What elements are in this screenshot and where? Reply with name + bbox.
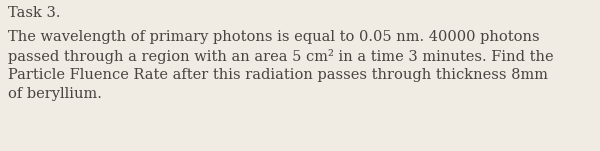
Text: Task 3.: Task 3. — [8, 6, 61, 20]
Text: Particle Fluence Rate after this radiation passes through thickness 8mm: Particle Fluence Rate after this radiati… — [8, 68, 548, 82]
Text: The wavelength of primary photons is equal to 0.05 nm. 40000 photons: The wavelength of primary photons is equ… — [8, 30, 539, 44]
Text: of beryllium.: of beryllium. — [8, 87, 102, 101]
Text: passed through a region with an area 5 cm² in a time 3 minutes. Find the: passed through a region with an area 5 c… — [8, 49, 554, 64]
